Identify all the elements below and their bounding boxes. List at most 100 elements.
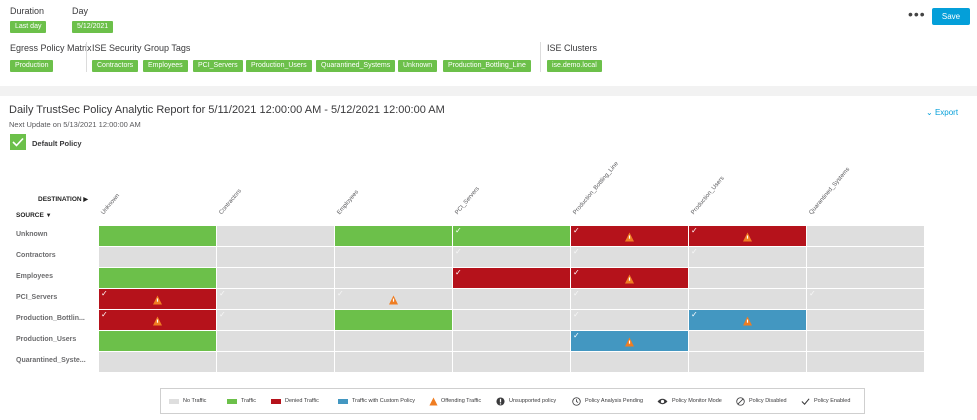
matrix-cell[interactable]: ✓ <box>689 310 806 330</box>
matrix-cell[interactable] <box>335 226 452 246</box>
matrix-cell[interactable] <box>453 289 570 309</box>
checkmark-icon: ✓ <box>573 226 580 235</box>
matrix-cell[interactable]: ✓ <box>99 289 216 309</box>
checkmark-icon: ✓ <box>573 268 580 277</box>
matrix-cell[interactable]: ✓ <box>453 226 570 246</box>
matrix-cell[interactable]: ✓ <box>99 310 216 330</box>
matrix-cell[interactable] <box>571 352 688 372</box>
matrix-cell[interactable] <box>217 352 334 372</box>
matrix-cell[interactable]: ✓ <box>689 226 806 246</box>
matrix-cell[interactable] <box>99 247 216 267</box>
matrix-cell[interactable] <box>807 268 924 288</box>
more-options-icon[interactable]: ••• <box>908 6 926 22</box>
matrix-cell[interactable] <box>99 268 216 288</box>
matrix-cell[interactable] <box>807 226 924 246</box>
matrix-cell[interactable] <box>807 331 924 351</box>
legend-no-traffic: No Traffic <box>183 398 207 404</box>
unsupported-icon <box>496 397 505 406</box>
duration-label: Duration <box>10 6 45 16</box>
legend-unsupported: Unsupported policy <box>509 398 557 404</box>
legend-custom-swatch <box>338 399 348 404</box>
legend-traffic: Traffic <box>241 398 256 404</box>
egress-matrix-label: Egress Policy Matrix <box>10 43 92 53</box>
matrix-cell[interactable] <box>99 331 216 351</box>
warning-icon <box>153 295 162 305</box>
sgt-tag-contractors[interactable]: Contractors <box>92 60 139 72</box>
matrix-cell[interactable] <box>335 247 452 267</box>
column-header-unknown: Unknown <box>100 192 122 216</box>
matrix-cell[interactable] <box>689 331 806 351</box>
matrix-cell[interactable] <box>335 268 452 288</box>
matrix-cell[interactable] <box>335 310 452 330</box>
matrix-cell[interactable]: ✓ <box>453 268 570 288</box>
matrix-cell[interactable] <box>807 352 924 372</box>
legend-denied: Denied Traffic <box>285 398 319 404</box>
matrix-cell[interactable] <box>335 331 452 351</box>
matrix-cell[interactable] <box>217 331 334 351</box>
matrix-cell[interactable] <box>453 331 570 351</box>
row-header-pci-servers: PCI_Servers <box>16 294 58 301</box>
matrix-cell[interactable] <box>99 352 216 372</box>
checkmark-icon: ✓ <box>337 289 344 298</box>
sgt-tag-quarantined-systems[interactable]: Quarantined_Systems <box>316 60 396 72</box>
matrix-cell[interactable]: ✓ <box>453 247 570 267</box>
day-label: Day <box>72 6 89 16</box>
matrix-cell[interactable]: ✓ <box>571 268 688 288</box>
matrix-cell[interactable] <box>453 310 570 330</box>
save-button[interactable]: Save <box>932 8 970 25</box>
legend-traffic-swatch <box>227 399 237 404</box>
checkmark-icon: ✓ <box>573 310 580 319</box>
matrix-cell[interactable] <box>689 268 806 288</box>
destination-label: DESTINATION ▶ <box>38 196 88 203</box>
sgt-tag-production-users[interactable]: Production_Users <box>246 60 312 72</box>
matrix-cell[interactable] <box>217 226 334 246</box>
ise-cluster-value[interactable]: ise.demo.local <box>547 60 602 72</box>
divider <box>86 42 87 72</box>
sgt-tag-employees[interactable]: Employees <box>143 60 188 72</box>
sgt-tag-pci-servers[interactable]: PCI_Servers <box>193 60 243 72</box>
caret-down-icon: ▼ <box>45 213 52 219</box>
sgt-tag-production-bottling-line[interactable]: Production_Bottling_Line <box>443 60 531 72</box>
report-title: Daily TrustSec Policy Analytic Report fo… <box>9 104 445 116</box>
legend-denied-swatch <box>271 399 281 404</box>
column-header-quarantined-systems: Quarantined_Systems <box>808 166 852 216</box>
sgt-tag-unknown[interactable]: Unknown <box>398 60 438 72</box>
sgt-label: ISE Security Group Tags <box>92 43 191 53</box>
matrix-cell[interactable] <box>335 352 452 372</box>
matrix-cell[interactable] <box>807 247 924 267</box>
matrix-cell[interactable] <box>453 352 570 372</box>
matrix-cell[interactable] <box>217 268 334 288</box>
matrix-cell[interactable] <box>99 226 216 246</box>
ise-clusters-label: ISE Clusters <box>547 43 598 53</box>
matrix-cell[interactable]: ✓ <box>571 226 688 246</box>
column-header-pci-servers: PCI_Servers <box>454 186 481 216</box>
matrix-cell[interactable]: ✓ <box>571 289 688 309</box>
next-update-text: Next Update on 5/13/2021 12:00:00 AM <box>9 120 141 129</box>
matrix-cell[interactable]: ✓ <box>217 310 334 330</box>
matrix-cell[interactable] <box>807 310 924 330</box>
checkmark-icon: ✓ <box>691 247 698 256</box>
checkmark-icon: ✓ <box>101 289 108 298</box>
matrix-cell[interactable]: ✓ <box>571 247 688 267</box>
export-button[interactable]: ⌄ Export <box>926 108 958 117</box>
column-header-production-bottling-line: Production_Bottling_Line <box>572 161 620 216</box>
matrix-cell[interactable]: ✓ <box>335 289 452 309</box>
matrix-cell[interactable]: ✓ <box>689 247 806 267</box>
matrix-cell[interactable]: ✓ <box>571 331 688 351</box>
matrix-cell[interactable] <box>689 289 806 309</box>
row-header-production-users: Production_Users <box>16 336 77 343</box>
matrix-cell[interactable] <box>689 352 806 372</box>
egress-matrix-value[interactable]: Production <box>10 60 54 72</box>
warning-icon <box>625 232 634 242</box>
divider <box>540 42 541 72</box>
warning-icon <box>625 274 634 284</box>
checkmark-icon: ✓ <box>573 289 580 298</box>
duration-value[interactable]: Last day <box>10 21 47 33</box>
warning-icon <box>429 397 438 406</box>
matrix-cell[interactable]: ✓ <box>217 289 334 309</box>
matrix-cell[interactable] <box>217 247 334 267</box>
matrix-cell[interactable]: ✓ <box>807 289 924 309</box>
column-header-employees: Employees <box>336 189 361 216</box>
matrix-cell[interactable]: ✓ <box>571 310 688 330</box>
day-value[interactable]: 5/12/2021 <box>72 21 114 33</box>
